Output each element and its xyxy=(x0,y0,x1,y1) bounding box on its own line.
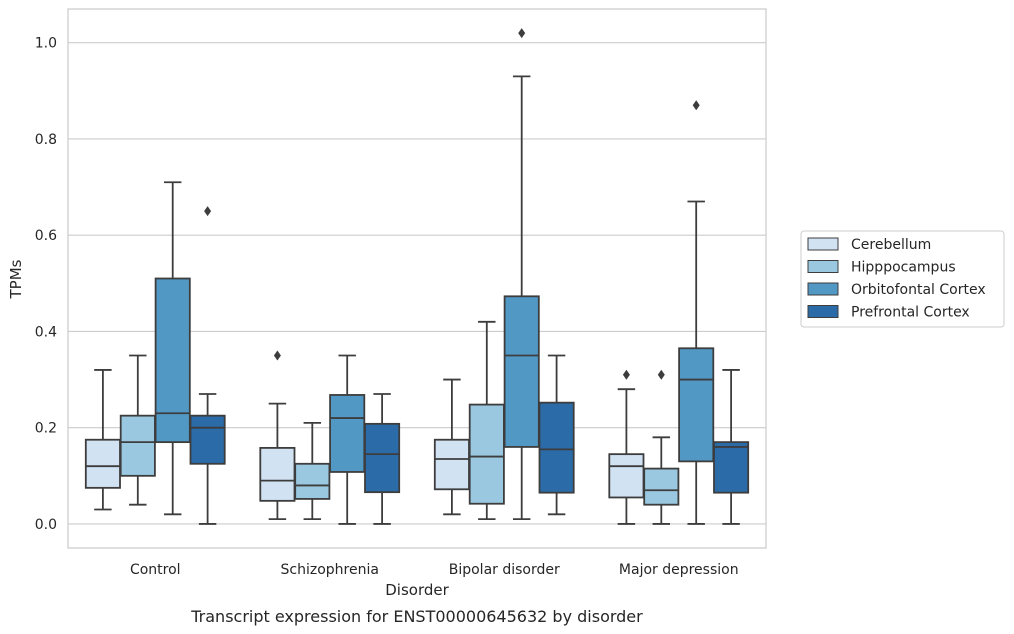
iqr-box xyxy=(189,414,226,465)
iqr-box xyxy=(154,277,191,444)
legend-swatch xyxy=(807,237,839,251)
box-prefrontal-cortex xyxy=(713,369,750,525)
y-axis-label: TPMs xyxy=(7,259,25,299)
x-axis-label: Disorder xyxy=(385,581,449,599)
y-tick-label: 0.2 xyxy=(35,421,57,437)
box-hipppocampus xyxy=(119,354,156,506)
iqr-box xyxy=(643,467,680,506)
y-tick-label: 1.0 xyxy=(35,36,57,52)
iqr-box xyxy=(259,446,296,502)
box-orbitofontal-cortex xyxy=(503,28,540,521)
y-tick-label: 0.0 xyxy=(35,517,57,533)
box-hipppocampus xyxy=(294,421,331,521)
box-orbitofontal-cortex xyxy=(678,100,715,525)
legend-swatch xyxy=(807,305,839,318)
outlier-point xyxy=(518,28,526,39)
legend-label: Orbitofontal Cortex xyxy=(851,282,986,298)
iqr-box xyxy=(468,403,505,505)
box-cerebellum xyxy=(433,378,470,516)
outlier-point xyxy=(622,369,630,380)
box-orbitofontal-cortex xyxy=(329,354,366,525)
box-hipppocampus xyxy=(468,320,505,521)
box-groups xyxy=(84,28,750,525)
iqr-box xyxy=(294,462,331,500)
box-orbitofontal-cortex xyxy=(154,181,191,516)
outlier-point xyxy=(273,350,281,361)
x-tick-label: Bipolar disorder xyxy=(449,562,560,578)
y-tick-labels: 0.0 0.2 0.4 0.6 0.8 1.0 xyxy=(35,36,57,533)
iqr-box xyxy=(503,295,540,448)
iqr-box xyxy=(433,438,470,491)
y-tick-label: 0.8 xyxy=(35,132,57,148)
box-cerebellum xyxy=(259,350,296,521)
legend: Cerebellum Hipppocampus Orbitofontal Corte… xyxy=(800,230,1005,328)
box-prefrontal-cortex xyxy=(189,206,226,525)
legend-frame xyxy=(800,230,1005,328)
legend-label: Cerebellum xyxy=(851,237,931,253)
legend-swatch xyxy=(807,282,839,296)
y-tick-label: 0.6 xyxy=(35,228,57,244)
x-tick-label: Major depression xyxy=(619,562,739,578)
iqr-box xyxy=(364,422,401,494)
box-cerebellum xyxy=(608,369,645,525)
x-tick-labels: Control Schizophrenia Bipolar disorder Majo… xyxy=(130,562,739,578)
iqr-box xyxy=(713,441,750,494)
box-hipppocampus xyxy=(643,369,680,525)
plot-frame xyxy=(67,8,767,549)
iqr-box xyxy=(538,401,575,494)
chart-caption: Transcript expression for ENST0000064563… xyxy=(190,607,643,626)
iqr-box xyxy=(608,453,645,499)
outlier-point xyxy=(657,369,665,380)
outlier-point xyxy=(204,206,212,217)
outlier-point xyxy=(692,100,700,111)
x-tick-label: Control xyxy=(130,562,181,578)
iqr-box xyxy=(84,438,121,489)
legend-label: Prefrontal Cortex xyxy=(851,305,970,321)
y-tick-label: 0.4 xyxy=(35,324,57,340)
x-tick-label: Schizophrenia xyxy=(281,562,379,578)
legend-swatch xyxy=(807,260,839,273)
legend-label: Hipppocampus xyxy=(851,260,956,276)
iqr-box xyxy=(678,347,715,463)
box-prefrontal-cortex xyxy=(538,354,575,516)
iqr-box xyxy=(329,394,366,473)
iqr-box xyxy=(119,414,156,477)
box-prefrontal-cortex xyxy=(364,393,401,525)
box-cerebellum xyxy=(84,369,121,511)
